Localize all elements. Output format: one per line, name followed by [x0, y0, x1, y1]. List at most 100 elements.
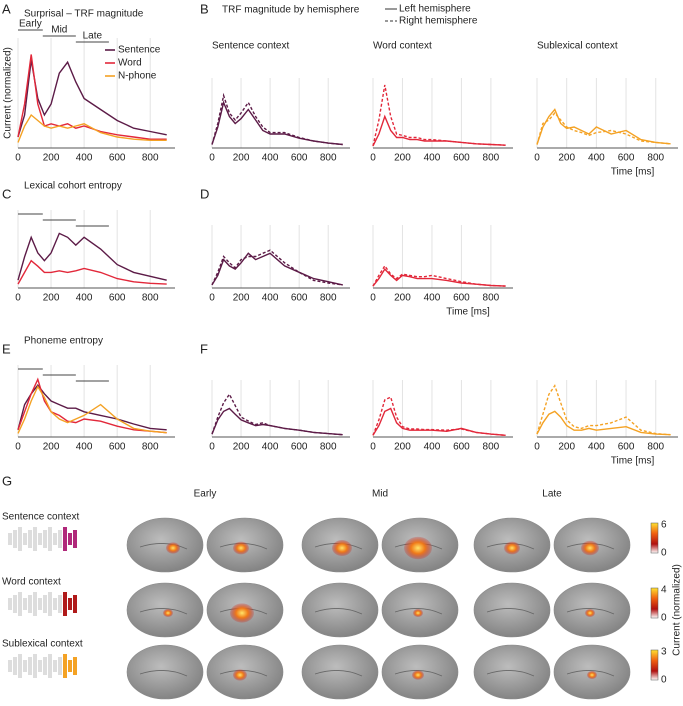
waveform-icon	[63, 527, 67, 551]
x-tick-label: 800	[483, 293, 500, 304]
series-line	[372, 396, 506, 436]
x-tick-label: 200	[43, 293, 60, 304]
waveform-icon	[13, 530, 17, 548]
series-line	[17, 113, 167, 143]
panel-label: F	[200, 341, 208, 356]
x-tick-label: 200	[394, 293, 411, 304]
x-tick-label: 800	[320, 153, 337, 164]
waveform-icon	[13, 595, 17, 613]
x-tick-label: 600	[109, 153, 126, 164]
x-tick-label: 800	[142, 153, 159, 164]
x-tick-label: 200	[233, 293, 250, 304]
x-tick-label: 0	[209, 293, 215, 304]
series-line	[211, 100, 343, 146]
activation	[230, 603, 254, 623]
waveform-icon	[48, 527, 52, 551]
chart-title: Sentence context	[212, 41, 289, 52]
colorbar	[650, 649, 659, 681]
waveform-icon	[63, 654, 67, 678]
waveform-icon	[18, 527, 22, 551]
brain	[301, 582, 379, 638]
waveform-icon	[8, 598, 12, 610]
sulcus	[486, 608, 535, 615]
x-tick-label: 800	[142, 442, 159, 453]
colorbar	[650, 587, 659, 619]
x-tick-label: 0	[534, 153, 540, 164]
x-tick-label: 400	[424, 153, 441, 164]
waveform-icon	[18, 654, 22, 678]
series-line	[536, 108, 671, 145]
x-tick-label: 200	[43, 442, 60, 453]
x-tick-label: 600	[109, 442, 126, 453]
row-label: Sublexical context	[2, 639, 83, 650]
x-tick-label: 0	[15, 293, 21, 304]
x-tick-label: 0	[534, 442, 540, 453]
chart-title: Sublexical context	[537, 41, 618, 52]
x-tick-label: 600	[618, 153, 635, 164]
legend-label: Sentence	[118, 45, 161, 56]
x-tick-label: 400	[262, 153, 279, 164]
brain	[473, 644, 551, 700]
waveform-icon	[38, 660, 42, 672]
x-tick-label: 600	[291, 293, 308, 304]
row-label: Word context	[2, 577, 61, 588]
x-axis-label: Time [ms]	[611, 456, 655, 467]
x-tick-label: 200	[558, 153, 575, 164]
y-axis-label: Current (normalized)	[3, 47, 14, 139]
activation	[166, 542, 180, 554]
activation	[413, 609, 423, 617]
legend-label: Word	[118, 58, 142, 69]
waveform-icon	[43, 595, 47, 613]
waveform-icon	[68, 598, 72, 610]
activation	[587, 671, 597, 679]
x-tick-label: 0	[370, 442, 376, 453]
brain	[126, 644, 204, 700]
x-tick-label: 0	[209, 153, 215, 164]
x-tick-label: 800	[483, 442, 500, 453]
panel-label: G	[2, 473, 12, 488]
chart-title: Surprisal – TRF magnitude	[24, 9, 144, 20]
waveform-icon	[33, 527, 37, 551]
brain	[126, 517, 204, 573]
waveform-icon	[68, 660, 72, 672]
x-tick-label: 800	[483, 153, 500, 164]
colorbar-tick-label: 6	[661, 520, 667, 531]
sulcus	[219, 670, 268, 677]
legend-label: Left hemisphere	[399, 4, 471, 15]
column-title: Mid	[372, 489, 388, 500]
x-tick-label: 800	[142, 293, 159, 304]
colorbar-tick-label: 3	[661, 647, 667, 658]
activation	[504, 541, 520, 555]
window-label: Early	[19, 19, 42, 30]
x-tick-label: 200	[233, 442, 250, 453]
series-line	[17, 377, 167, 434]
sulcus	[139, 670, 188, 677]
x-tick-label: 400	[76, 442, 93, 453]
waveform-icon	[43, 657, 47, 675]
x-tick-label: 800	[320, 442, 337, 453]
x-tick-label: 400	[262, 442, 279, 453]
chart-title: Word context	[373, 41, 432, 52]
x-tick-label: 400	[76, 153, 93, 164]
series-line	[17, 232, 167, 281]
x-tick-label: 0	[370, 153, 376, 164]
series-line	[536, 384, 671, 436]
x-tick-label: 0	[15, 442, 21, 453]
sulcus	[139, 608, 188, 615]
x-tick-label: 600	[291, 442, 308, 453]
column-title: Early	[194, 489, 217, 500]
x-tick-label: 800	[647, 442, 664, 453]
x-tick-label: 0	[209, 442, 215, 453]
series-line	[211, 392, 343, 436]
waveform-icon	[13, 657, 17, 675]
sulcus	[566, 608, 615, 615]
waveform-icon	[68, 533, 72, 545]
x-tick-label: 400	[76, 293, 93, 304]
brain	[473, 582, 551, 638]
x-tick-label: 800	[647, 153, 664, 164]
waveform-icon	[23, 598, 27, 610]
colorbar-tick-label: 0	[661, 548, 667, 559]
waveform-icon	[48, 654, 52, 678]
series-line	[536, 410, 671, 436]
sulcus	[139, 543, 188, 550]
